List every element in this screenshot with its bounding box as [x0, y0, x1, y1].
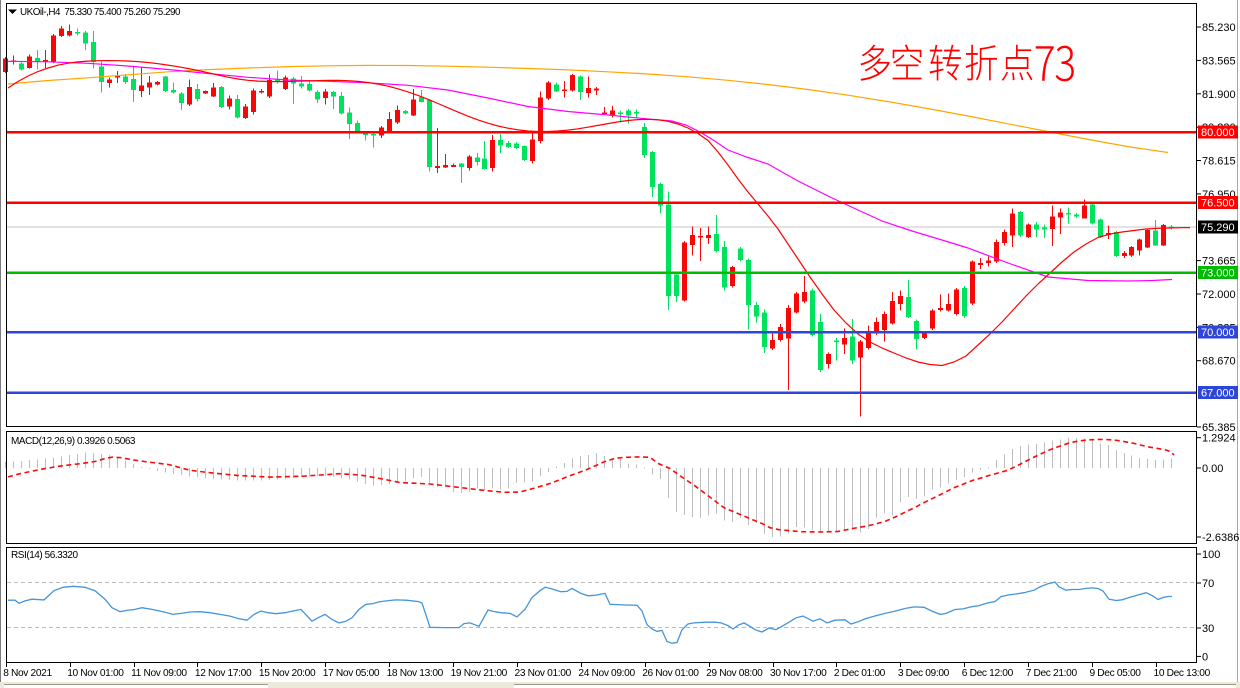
svg-text:76.500: 76.500: [1201, 198, 1235, 210]
svg-text:RSI(14) 56.3320: RSI(14) 56.3320: [11, 550, 79, 561]
svg-text:67.000: 67.000: [1201, 388, 1235, 400]
svg-text:26 Nov 01:00: 26 Nov 01:00: [642, 668, 699, 679]
svg-text:29 Nov 08:00: 29 Nov 08:00: [706, 668, 763, 679]
svg-text:70.000: 70.000: [1201, 327, 1235, 339]
svg-text:10 Dec 13:00: 10 Dec 13:00: [1154, 668, 1211, 679]
svg-text:1.2924: 1.2924: [1202, 433, 1236, 445]
svg-text:73.665: 73.665: [1202, 256, 1236, 268]
svg-text:73.000: 73.000: [1201, 268, 1235, 280]
svg-text:65.385: 65.385: [1202, 422, 1236, 434]
svg-text:24 Nov 09:00: 24 Nov 09:00: [578, 668, 635, 679]
svg-text:-2.6386: -2.6386: [1202, 532, 1239, 544]
svg-text:7 Dec 21:00: 7 Dec 21:00: [1026, 668, 1078, 679]
svg-text:75.290: 75.290: [1201, 222, 1235, 234]
svg-text:72.000: 72.000: [1202, 289, 1236, 301]
svg-text:6 Dec 12:00: 6 Dec 12:00: [962, 668, 1014, 679]
svg-text:80.000: 80.000: [1201, 127, 1235, 139]
svg-text:2 Dec 01:00: 2 Dec 01:00: [834, 668, 886, 679]
svg-text:17 Nov 05:00: 17 Nov 05:00: [323, 668, 380, 679]
svg-text:78.615: 78.615: [1202, 156, 1236, 168]
svg-text:MACD(12,26,9) 0.3926 0.5063: MACD(12,26,9) 0.3926 0.5063: [11, 436, 136, 447]
svg-text:3 Dec 09:00: 3 Dec 09:00: [898, 668, 950, 679]
svg-text:23 Nov 01:00: 23 Nov 01:00: [515, 668, 572, 679]
svg-text:15 Nov 20:00: 15 Nov 20:00: [259, 668, 316, 679]
svg-text:0: 0: [1202, 651, 1208, 663]
svg-text:83.565: 83.565: [1202, 55, 1236, 67]
svg-text:UKOil-,H4 75.330 75.400 75.26: UKOil-,H4 75.330 75.400 75.260 75.290: [20, 7, 181, 18]
svg-text:0.00: 0.00: [1202, 463, 1223, 475]
svg-text:100: 100: [1202, 549, 1220, 561]
svg-text:70: 70: [1202, 578, 1214, 590]
svg-text:10 Nov 01:00: 10 Nov 01:00: [67, 668, 124, 679]
svg-text:11 Nov 09:00: 11 Nov 09:00: [131, 668, 187, 679]
svg-text:85.230: 85.230: [1202, 22, 1236, 34]
svg-text:12 Nov 17:00: 12 Nov 17:00: [195, 668, 252, 679]
svg-text:8 Nov 2021: 8 Nov 2021: [3, 668, 52, 679]
svg-text:68.670: 68.670: [1202, 356, 1236, 368]
svg-text:30: 30: [1202, 623, 1214, 635]
svg-text:19 Nov 21:00: 19 Nov 21:00: [451, 668, 508, 679]
svg-text:30 Nov 17:00: 30 Nov 17:00: [770, 668, 827, 679]
svg-text:81.900: 81.900: [1202, 89, 1236, 101]
svg-text:18 Nov 13:00: 18 Nov 13:00: [387, 668, 444, 679]
svg-text:9 Dec 05:00: 9 Dec 05:00: [1090, 668, 1142, 679]
